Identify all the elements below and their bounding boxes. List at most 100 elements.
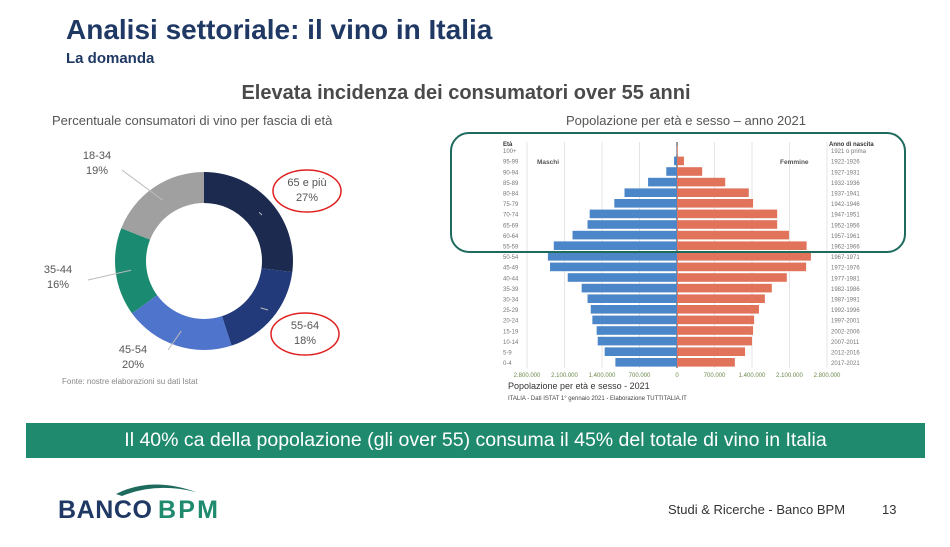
female-bar-85-89 [677, 177, 726, 187]
male-bar-30-34 [587, 294, 677, 303]
male-bar-10-14 [597, 336, 677, 346]
age-label: 60-64 [503, 234, 519, 240]
female-bar-25-29 [677, 305, 759, 314]
age-label: 5-9 [503, 351, 512, 357]
birth-year-label: 1937-1941 [831, 192, 860, 198]
male-bar-40-44 [567, 273, 677, 282]
section-heading: Elevata incidenza dei consumatori over 5… [241, 82, 691, 104]
birth-year-label: 1922-1926 [831, 160, 860, 166]
male-bar-95-99 [674, 156, 677, 166]
age-label: 40-44 [503, 276, 519, 282]
age-label: 45-49 [503, 266, 519, 272]
donut-slice-18-34 [121, 172, 204, 240]
female-bar-90-94 [677, 167, 703, 176]
birth-year-label: 2012-2016 [831, 351, 860, 357]
age-label: 75-79 [503, 202, 519, 208]
banco-bpm-logo: BANCO BPM [58, 484, 218, 523]
female-bar-65-69 [677, 220, 778, 229]
age-label: 35-39 [503, 287, 519, 293]
age-label: 25-29 [503, 308, 519, 314]
birth-year-label: 1962-1966 [831, 245, 860, 251]
female-bar-60-64 [677, 230, 789, 240]
birth-year-label: 1997-2001 [831, 319, 860, 325]
pyramid-chart: 2.800.000 2.100.000 1.400.000 700.000 0 700.0… [450, 132, 906, 402]
age-label: 50-54 [503, 255, 519, 261]
x-tick-label: 2.800.000 [814, 373, 841, 379]
birth-year-label: 1952-1956 [831, 223, 860, 229]
birth-year-label: 1982-1986 [831, 287, 860, 293]
age-label: 10-14 [503, 340, 519, 346]
page-subtitle: La domanda [66, 50, 155, 67]
slice-label: 65 e più [287, 177, 326, 189]
slice-label: 18-34 [83, 150, 111, 162]
leader-line [258, 212, 263, 216]
female-bar-75-79 [677, 199, 754, 208]
age-label: 90-94 [503, 170, 519, 176]
male-bar-70-74 [589, 209, 677, 219]
x-tick-label: 2.100.000 [551, 373, 578, 379]
leader-line [121, 169, 163, 201]
pyramid-inner-title: Popolazione per età e sesso - 2021 [508, 381, 650, 391]
birth-year-label: 1967-1971 [831, 255, 860, 261]
female-bar-10-14 [677, 336, 752, 346]
x-tick-label: 1.400.000 [739, 373, 766, 379]
svg-text:BANCO: BANCO [58, 496, 152, 523]
age-label: 95-99 [503, 160, 519, 166]
x-tick-label: 700.000 [704, 373, 726, 379]
age-label: 80-84 [503, 192, 519, 198]
slice-value: 19% [86, 165, 108, 177]
age-label: 85-89 [503, 181, 519, 187]
x-tick-label: 700.000 [629, 373, 651, 379]
birth-year-label: 1972-1976 [831, 266, 860, 272]
male-bar-35-39 [581, 283, 677, 293]
slice-value: 18% [294, 335, 316, 347]
age-label: 20-24 [503, 319, 519, 325]
pyramid-chart-title: Popolazione per età e sesso – anno 2021 [566, 113, 806, 128]
female-bar-15-19 [677, 326, 754, 335]
birth-year-label: 1992-1996 [831, 308, 860, 314]
birth-year-label: 2002-2006 [831, 329, 860, 335]
female-bar-95-99 [677, 156, 684, 166]
birth-year-label: 1942-1946 [831, 202, 860, 208]
age-label: 30-34 [503, 298, 519, 304]
male-bar-5-9 [604, 347, 677, 356]
birth-year-label: 1987-1991 [831, 298, 860, 304]
age-label: 70-74 [503, 213, 519, 219]
page-title: Analisi settoriale: il vino in Italia [66, 14, 493, 45]
age-label: 15-19 [503, 329, 519, 335]
female-bar-20-24 [677, 315, 755, 325]
key-message-banner: Il 40% ca della popolazione (gli over 55… [26, 423, 925, 458]
female-bar-50-54 [677, 252, 811, 261]
page-number: 13 [882, 502, 897, 517]
female-bar-40-44 [677, 273, 787, 282]
highlight-circle [270, 312, 340, 356]
highlight-circle [272, 169, 342, 213]
birth-year-label: 1927-1931 [831, 170, 860, 176]
male-bar-45-49 [550, 262, 677, 272]
slice-label: 35-44 [44, 264, 72, 276]
female-bar-45-49 [677, 262, 807, 272]
male-bar-50-54 [547, 252, 677, 261]
birth-year-label: 2007-2011 [831, 340, 860, 346]
birth-year-label: 1977-1981 [831, 276, 860, 282]
male-bar-65-69 [587, 220, 677, 229]
donut-slice-45-54 [131, 295, 232, 350]
leader-line [260, 307, 269, 311]
male-bar-85-89 [648, 177, 677, 187]
leader-line [87, 269, 132, 281]
x-tick-label: 2.100.000 [776, 373, 803, 379]
birth-year-label: 1947-1951 [831, 213, 860, 219]
x-tick-label: 0 [675, 373, 679, 379]
x-tick-label: 2.800.000 [514, 373, 541, 379]
slice-value: 20% [122, 359, 144, 371]
donut-source: Fonte: nostre elaborazioni su dati Istat [62, 377, 198, 386]
female-bar-80-84 [677, 188, 749, 197]
donut-chart-title: Percentuale consumatori di vino per fasc… [52, 113, 333, 128]
age-label: 65-69 [503, 223, 519, 229]
leader-line [167, 330, 182, 351]
male-bar-90-94 [666, 167, 677, 176]
series-label-female: Femmine [780, 159, 809, 166]
svg-text:BPM: BPM [158, 496, 218, 523]
birth-header: Anno di nascita [829, 142, 874, 148]
female-bar-0-4 [677, 358, 735, 367]
